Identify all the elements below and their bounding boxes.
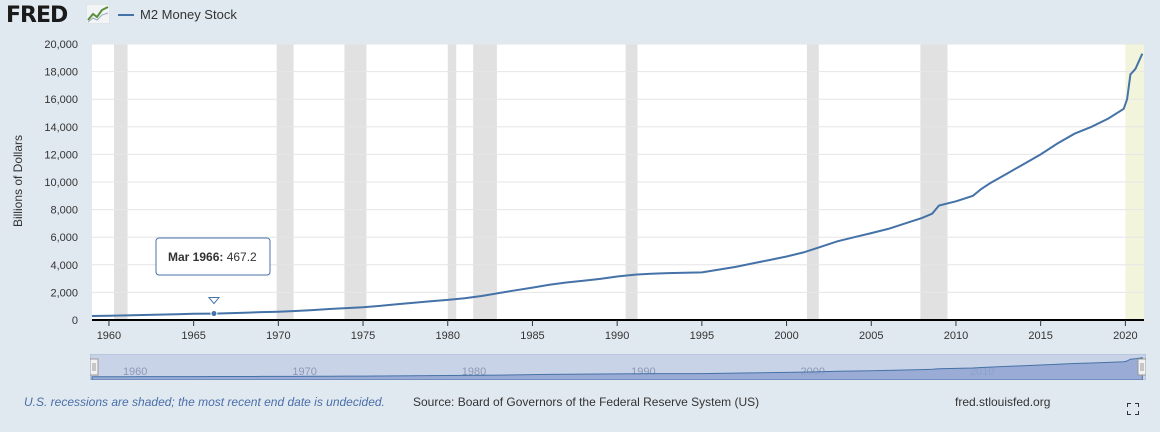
source-text: Source: Board of Governors of the Federa… — [413, 395, 760, 409]
x-tick-label: 2015 — [1028, 330, 1052, 342]
handle-body — [90, 358, 99, 376]
range-navigator[interactable]: 196019701980199020002010 — [90, 354, 1146, 380]
x-tick-label: 1990 — [605, 330, 629, 342]
y-tick-label: 12,000 — [44, 149, 78, 161]
x-tick-label: 1965 — [181, 330, 205, 342]
navigator-handle-left[interactable] — [90, 358, 99, 376]
tooltip-text: Mar 1966: 467.2 — [168, 250, 257, 264]
y-tick-label: 8,000 — [50, 205, 78, 217]
y-tick-label: 0 — [72, 315, 78, 327]
x-tick-label: 2020 — [1113, 330, 1137, 342]
fred-logo[interactable]: FRED — [6, 3, 68, 28]
x-tick-label: 1970 — [266, 330, 290, 342]
tooltip-value: 467.2 — [227, 250, 257, 264]
y-tick-label: 18,000 — [44, 67, 78, 79]
x-tick-label: 2010 — [944, 330, 968, 342]
navigator-series — [91, 357, 1143, 380]
y-tick-label: 10,000 — [44, 177, 78, 189]
x-tick-label: 1980 — [436, 330, 460, 342]
legend-label: M2 Money Stock — [140, 7, 237, 22]
tooltip-date: Mar 1966: — [168, 250, 227, 264]
x-tick-label: 2005 — [859, 330, 883, 342]
legend-swatch — [118, 13, 134, 16]
y-tick-label: 2,000 — [50, 287, 78, 299]
x-tick-label: 1985 — [520, 330, 544, 342]
chart-header: FRED M2 Money Stock — [0, 0, 1160, 32]
navigator-label: 1970 — [292, 366, 316, 378]
y-tick-label: 20,000 — [44, 39, 78, 51]
recession-note: U.S. recessions are shaded; the most rec… — [24, 395, 385, 409]
y-tick-label: 16,000 — [44, 94, 78, 106]
x-tick-label: 2000 — [774, 330, 798, 342]
tooltip-pointer — [207, 297, 221, 305]
y-tick-label: 6,000 — [50, 232, 78, 244]
tooltip-marker — [210, 310, 218, 318]
legend[interactable]: M2 Money Stock — [118, 7, 237, 22]
y-tick-label: 4,000 — [50, 260, 78, 272]
series-line — [91, 53, 1144, 317]
handle-body — [1137, 358, 1146, 376]
expand-icon[interactable] — [1127, 403, 1139, 415]
y-tick-label: 14,000 — [44, 122, 78, 134]
x-tick-label: 1995 — [690, 330, 714, 342]
x-tick-label: 1975 — [351, 330, 375, 342]
line-chart[interactable]: 0 2,000 4,000 6,000 8,000 10,000 12,000 14,000 1… — [0, 0, 1160, 350]
navigator-handle-right[interactable] — [1137, 358, 1146, 376]
tooltip-box — [155, 237, 271, 276]
tooltip: Mar 1966: 467.2 — [155, 237, 271, 276]
x-tick-label: 1960 — [97, 330, 121, 342]
chart-footer: U.S. recessions are shaded; the most rec… — [0, 395, 1160, 415]
line-chart-icon — [86, 4, 110, 24]
navigator-label: 1960 — [123, 366, 147, 378]
site-link[interactable]: fred.stlouisfed.org — [955, 395, 1051, 409]
